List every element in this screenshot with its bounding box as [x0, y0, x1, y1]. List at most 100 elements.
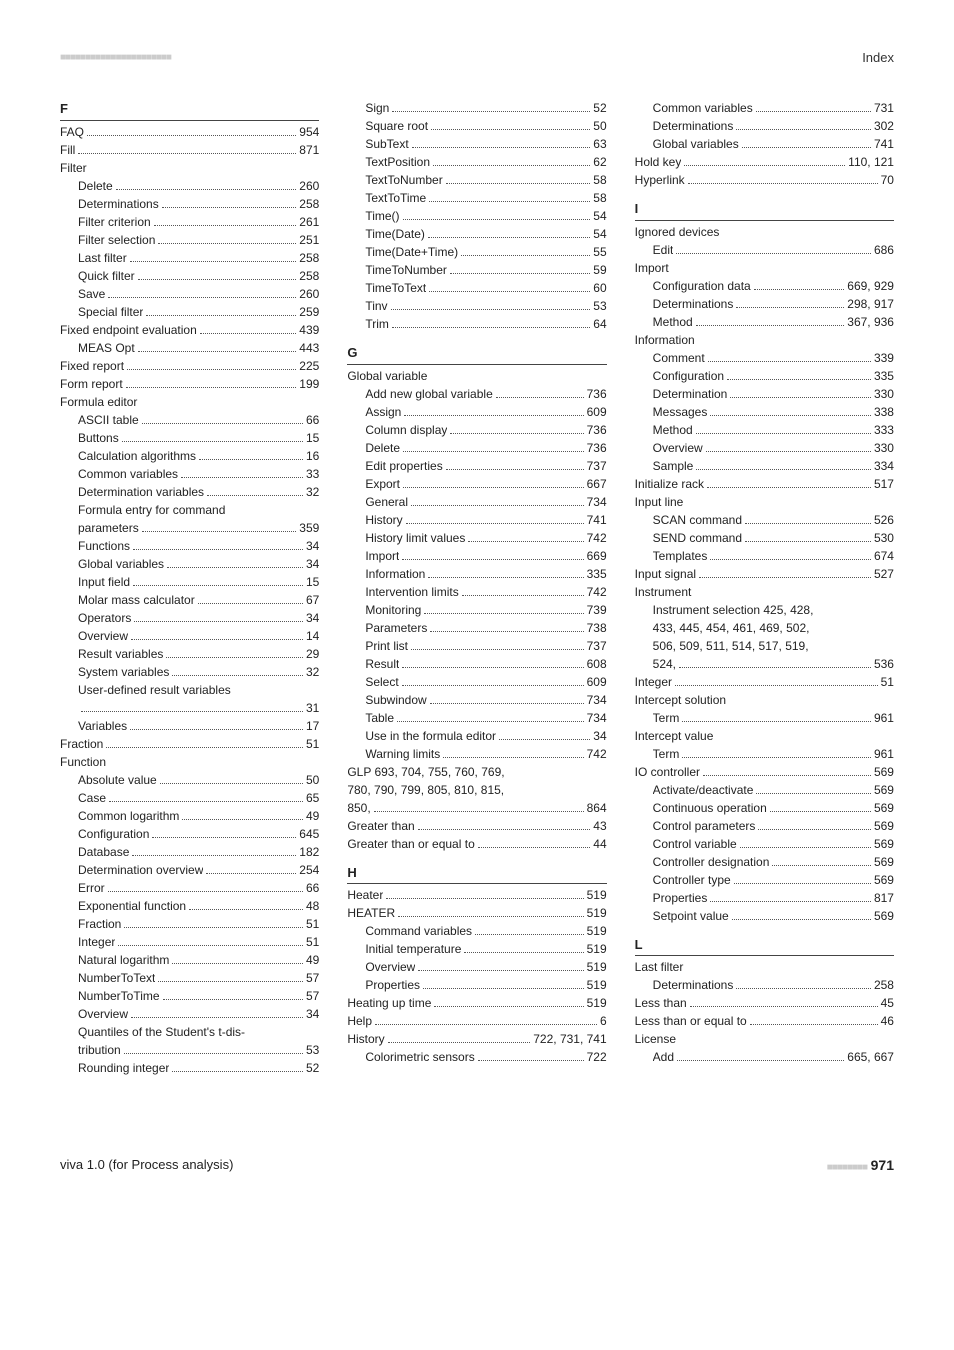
leader-dots: [736, 120, 871, 130]
index-entry: Form report199: [60, 375, 319, 393]
index-entry-page: 569: [874, 835, 894, 853]
index-entry: Determination330: [635, 385, 894, 403]
index-entry-label: TextPosition: [365, 153, 430, 171]
index-entry: Buttons15: [60, 429, 319, 447]
section-letter: H: [347, 863, 606, 885]
index-heading: Function: [60, 753, 319, 771]
index-entry-label: Input signal: [635, 565, 696, 583]
index-entry-label: Control variable: [653, 835, 737, 853]
index-column-1: FFAQ954Fill871FilterDelete260Determinati…: [60, 99, 319, 1077]
index-entry: Common logarithm49: [60, 807, 319, 825]
leader-dots: [182, 809, 303, 819]
index-entry-label: Determinations: [78, 195, 159, 213]
index-entry-page: 330: [874, 385, 894, 403]
index-entry-page: 62: [593, 153, 606, 171]
leader-dots: [429, 192, 590, 202]
index-entry-label: Delete: [78, 177, 113, 195]
index-heading: Input line: [635, 493, 894, 511]
index-entry-page: 569: [874, 763, 894, 781]
leader-dots: [418, 819, 591, 829]
index-entry: parameters359: [60, 519, 319, 537]
index-entry-label: TextToTime: [365, 189, 426, 207]
index-entry-page: 569: [874, 781, 894, 799]
index-entry: Select609: [347, 673, 606, 691]
index-entry-page: 736: [587, 421, 607, 439]
index-entry-label: tribution: [78, 1041, 121, 1059]
index-entry-label: Print list: [365, 637, 408, 655]
index-entry: TimeToText60: [347, 279, 606, 297]
header-marks: ■■■■■■■■■■■■■■■■■■■■■■: [60, 52, 171, 63]
leader-dots: [758, 819, 871, 829]
leader-dots: [740, 837, 871, 847]
leader-dots: [734, 873, 871, 883]
leader-dots: [431, 120, 590, 130]
index-entry-page: 367, 936: [847, 313, 894, 331]
leader-dots: [167, 557, 303, 567]
index-entry-label: Variables: [78, 717, 127, 735]
leader-dots: [688, 174, 878, 184]
index-heading: User-defined result variables: [60, 681, 319, 699]
index-entry: Result608: [347, 655, 606, 673]
index-entry-label: Time(Date+Time): [365, 243, 458, 261]
index-entry-label: Common variables: [78, 465, 178, 483]
index-entry-label: Templates: [653, 547, 708, 565]
leader-dots: [468, 531, 583, 541]
footer-page-number: 971: [871, 1157, 894, 1173]
index-entry-label: SubText: [365, 135, 408, 153]
index-entry-page: 519: [587, 994, 607, 1012]
index-entry-label: NumberToTime: [78, 987, 160, 1005]
index-entry-page: 43: [593, 817, 606, 835]
index-entry-label: Subwindow: [365, 691, 426, 709]
index-entry-label: Molar mass calculator: [78, 591, 195, 609]
index-entry-page: 686: [874, 241, 894, 259]
index-entry-label: Assign: [365, 403, 401, 421]
index-entry-page: 199: [299, 375, 319, 393]
index-heading: Filter: [60, 159, 319, 177]
index-entry-page: 258: [299, 195, 319, 213]
index-entry-page: 59: [593, 261, 606, 279]
index-entry: Initial temperature519: [347, 940, 606, 958]
leader-dots: [411, 495, 584, 505]
index-entry: Overview519: [347, 958, 606, 976]
leader-dots: [109, 791, 303, 801]
index-entry-page: 51: [306, 933, 319, 951]
index-entry-label: 850,: [347, 799, 370, 817]
index-entry-label: Heating up time: [347, 994, 431, 1012]
index-entry-page: 260: [299, 177, 319, 195]
index-entry: SEND command530: [635, 529, 894, 547]
index-entry-label: Edit: [653, 241, 674, 259]
index-entry-label: Result: [365, 655, 399, 673]
index-heading: Quantiles of the Student's t-dis-: [60, 1023, 319, 1041]
index-entry: Overview14: [60, 627, 319, 645]
index-entry: Integer51: [635, 673, 894, 691]
index-entry-page: 29: [306, 645, 319, 663]
index-entry: Edit 686: [635, 241, 894, 259]
index-entry-page: 722, 731, 741: [533, 1030, 606, 1048]
index-entry-label: NumberToText: [78, 969, 155, 987]
index-entry: Greater than43: [347, 817, 606, 835]
leader-dots: [696, 315, 845, 325]
index-entry-label: Overview: [78, 1005, 128, 1023]
leader-dots: [499, 729, 590, 739]
index-entry-label: Calculation algorithms: [78, 447, 196, 465]
index-entry-label: SEND command: [653, 529, 742, 547]
index-columns: FFAQ954Fill871FilterDelete260Determinati…: [60, 99, 894, 1077]
index-entry-page: 722: [587, 1048, 607, 1066]
index-entry-label: Overview: [653, 439, 703, 457]
leader-dots: [375, 1015, 597, 1025]
index-entry-page: 48: [306, 897, 319, 915]
leader-dots: [200, 323, 297, 333]
index-entry: General734: [347, 493, 606, 511]
index-entry-page: 261: [299, 213, 319, 231]
index-entry-page: 15: [306, 573, 319, 591]
index-entry-page: 60: [593, 279, 606, 297]
leader-dots: [206, 863, 296, 873]
index-entry: Properties817: [635, 889, 894, 907]
index-entry-page: 669: [587, 547, 607, 565]
index-entry-label: Continuous operation: [653, 799, 767, 817]
leader-dots: [207, 485, 303, 495]
index-entry-page: 734: [587, 493, 607, 511]
index-entry-page: 49: [306, 951, 319, 969]
index-entry: Database182: [60, 843, 319, 861]
page-header: ■■■■■■■■■■■■■■■■■■■■■■ Index: [60, 50, 894, 65]
